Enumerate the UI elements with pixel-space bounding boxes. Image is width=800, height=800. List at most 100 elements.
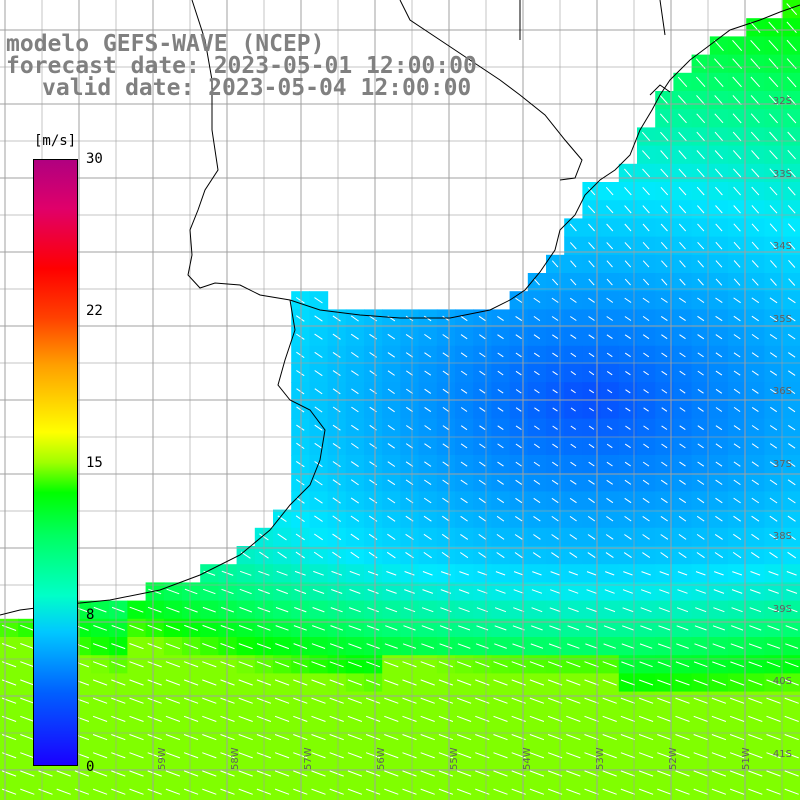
- wind-arrow: [606, 352, 613, 358]
- wind-arrow: [56, 770, 71, 777]
- wind-arrow: [493, 661, 508, 668]
- wind-arrow: [660, 150, 669, 160]
- wind-arrow: [748, 643, 762, 649]
- wind-arrow: [711, 770, 727, 777]
- wind-arrow: [675, 734, 690, 741]
- wind-arrow: [661, 461, 668, 467]
- wind-arrow: [638, 752, 654, 759]
- wind-arrow: [569, 534, 578, 540]
- wind-arrow: [420, 770, 435, 777]
- wind-arrow: [314, 297, 323, 304]
- wind-arrow: [332, 388, 341, 395]
- wind-arrow: [384, 715, 399, 722]
- wind-arrow: [751, 260, 759, 268]
- wind-arrow: [312, 625, 325, 631]
- wind-arrow: [711, 734, 727, 741]
- wind-arrow: [238, 770, 253, 777]
- wind-arrow: [751, 186, 760, 196]
- wind-arrow: [351, 406, 359, 413]
- wind-arrow: [715, 205, 723, 214]
- wind-arrow: [384, 643, 398, 649]
- wind-arrow: [329, 679, 344, 686]
- wind-arrow: [296, 406, 305, 413]
- wind-arrow: [475, 734, 490, 741]
- wind-arrow: [442, 406, 450, 413]
- wind-arrow: [748, 715, 763, 722]
- wind-arrow: [274, 734, 290, 741]
- wind-arrow: [332, 479, 341, 486]
- wind-arrow: [658, 607, 670, 613]
- wind-arrow: [768, 571, 779, 576]
- wind-arrow: [661, 407, 668, 412]
- wind-arrow: [659, 113, 669, 124]
- wind-arrow: [311, 661, 326, 668]
- wind-arrow: [20, 624, 35, 631]
- wind-arrow: [421, 643, 435, 649]
- wind-arrow: [568, 571, 578, 576]
- wind-arrow: [387, 461, 396, 467]
- wind-arrow: [351, 351, 359, 358]
- wind-arrow: [147, 624, 162, 631]
- wind-arrow: [129, 643, 144, 650]
- wind-arrow: [293, 625, 307, 631]
- wind-arrow: [442, 479, 450, 486]
- wind-arrow: [529, 697, 545, 704]
- wind-arrow: [657, 679, 672, 686]
- wind-arrow: [1, 661, 17, 668]
- wind-arrow: [715, 479, 723, 485]
- wind-arrow: [293, 643, 308, 650]
- coastline-path: [187, 0, 800, 319]
- wind-arrow: [421, 607, 434, 613]
- wind-arrow: [732, 571, 743, 576]
- wind-arrow: [768, 76, 779, 88]
- wind-arrow: [460, 407, 468, 412]
- wind-arrow: [584, 770, 599, 777]
- wind-arrow: [677, 76, 688, 88]
- wind-arrow: [570, 260, 577, 268]
- wind-arrow: [766, 770, 781, 777]
- wind-arrow: [751, 515, 760, 522]
- wind-arrow: [20, 788, 35, 795]
- wind-arrow: [711, 788, 727, 795]
- wind-arrow: [751, 352, 759, 358]
- wind-arrow: [603, 625, 616, 631]
- wind-arrow: [365, 697, 381, 704]
- wind-arrow: [642, 260, 650, 268]
- wind-arrow: [387, 497, 396, 504]
- wind-arrow: [293, 679, 308, 686]
- wind-arrow: [274, 661, 290, 668]
- wind-arrow: [788, 259, 796, 268]
- wind-arrow: [420, 734, 435, 741]
- wind-arrow: [767, 625, 780, 631]
- wind-arrow: [697, 334, 705, 340]
- wind-arrow: [56, 788, 71, 795]
- wind-arrow: [478, 315, 486, 322]
- wind-arrow: [588, 242, 595, 250]
- wind-arrow: [533, 534, 541, 540]
- wind-arrow: [697, 497, 705, 504]
- wind-arrow: [534, 407, 540, 412]
- wind-arrow: [441, 533, 450, 540]
- wind-arrow: [1, 770, 17, 777]
- wind-arrow: [420, 697, 435, 704]
- wind-arrow: [529, 715, 545, 722]
- wind-arrow: [788, 278, 796, 286]
- wind-arrow: [165, 661, 181, 668]
- wind-arrow: [402, 661, 417, 668]
- wind-arrow: [733, 260, 741, 268]
- wind-arrow: [638, 715, 654, 722]
- wind-arrow: [696, 552, 705, 559]
- wind-arrow: [642, 534, 650, 540]
- wind-arrow: [238, 679, 253, 686]
- wind-arrow: [387, 443, 395, 449]
- wind-arrow: [661, 443, 668, 449]
- wind-arrow: [587, 552, 596, 559]
- wind-arrow: [274, 697, 290, 704]
- wind-arrow: [642, 168, 651, 178]
- wind-arrow: [403, 625, 416, 631]
- wind-arrow: [768, 94, 779, 106]
- wind-arrow: [478, 497, 486, 504]
- wind-arrow: [750, 39, 761, 52]
- wind-arrow: [274, 788, 290, 795]
